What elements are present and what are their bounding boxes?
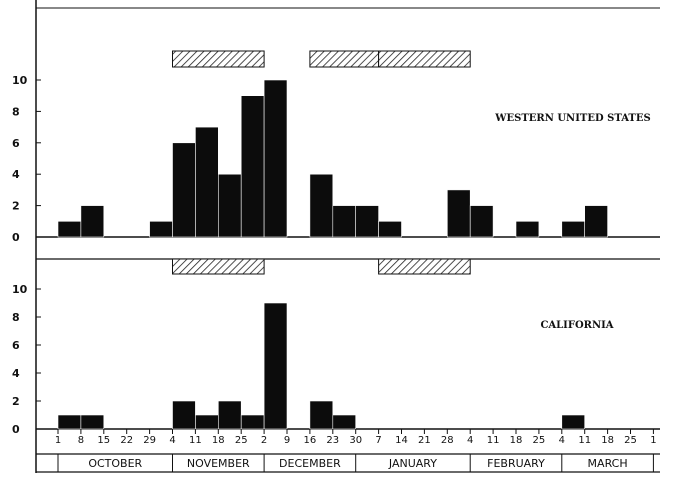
week-tick-label: 11: [487, 435, 500, 446]
week-tick-label: 21: [418, 435, 431, 446]
week-tick-label: 4: [467, 435, 473, 446]
shaded-period: [378, 258, 471, 275]
shaded-period: [378, 50, 471, 68]
bar: [561, 414, 585, 430]
week-tick-label: 1: [55, 435, 61, 446]
bar: [218, 400, 242, 430]
week-tick-label: 28: [441, 435, 454, 446]
bar: [309, 400, 334, 430]
y-tick-label: 10: [12, 283, 28, 296]
bar: [57, 221, 82, 238]
bar: [378, 221, 402, 238]
y-tick-label: 4: [12, 168, 20, 181]
bar: [446, 189, 471, 238]
month-label: OCTOBER: [88, 457, 142, 470]
week-tick-label: 11: [189, 435, 202, 446]
week-tick-label: 4: [559, 435, 565, 446]
y-tick-label: 4: [12, 367, 20, 380]
week-tick-label: 25: [624, 435, 637, 446]
week-tick-label: 30: [349, 435, 362, 446]
week-tick-label: 14: [395, 435, 408, 446]
bar: [332, 205, 356, 238]
bar: [332, 414, 356, 430]
bar: [80, 414, 105, 430]
bar: [149, 221, 173, 238]
bar: [172, 400, 196, 430]
week-tick-label: 15: [97, 435, 110, 446]
bar: [172, 142, 196, 238]
week-tick-label: 7: [375, 435, 381, 446]
bar: [263, 302, 288, 430]
bar: [584, 205, 608, 238]
week-tick-label: 18: [510, 435, 523, 446]
y-tick-label: 10: [12, 74, 28, 87]
month-label: JANUARY: [388, 457, 437, 470]
bar: [561, 221, 585, 238]
shaded-period: [172, 258, 265, 275]
week-tick-label: 8: [78, 435, 84, 446]
week-tick-label: 4: [169, 435, 175, 446]
week-tick-label: 1: [650, 435, 656, 446]
week-tick-label: 25: [235, 435, 248, 446]
bar: [240, 414, 265, 430]
month-label: FEBRUARY: [487, 457, 545, 470]
week-tick-label: 25: [533, 435, 546, 446]
bar: [80, 205, 105, 238]
shaded-period: [309, 50, 380, 68]
week-tick-label: 22: [120, 435, 133, 446]
y-tick-label: 8: [12, 105, 20, 118]
week-tick-label: 29: [143, 435, 156, 446]
week-tick-label: 9: [284, 435, 290, 446]
month-label: DECEMBER: [279, 457, 341, 470]
bar: [515, 221, 540, 238]
bar: [263, 79, 288, 238]
month-label: MARCH: [588, 457, 628, 470]
bar: [195, 414, 219, 430]
y-tick-label: 6: [12, 339, 20, 352]
month-label: NOVEMBER: [187, 457, 250, 470]
y-tick-label: 0: [12, 231, 20, 244]
bar: [195, 126, 219, 238]
bar: [218, 173, 242, 238]
week-tick-label: 18: [212, 435, 225, 446]
panel-1: 0 2 4 6 8 10 WESTERN UNITED STATES: [12, 50, 660, 244]
y-tick-label: 8: [12, 311, 20, 324]
bar: [309, 173, 334, 238]
y-tick-label: 0: [12, 423, 20, 436]
bar: [57, 414, 82, 430]
bar: [469, 205, 494, 238]
bar: [355, 205, 379, 238]
shaded-period: [172, 50, 265, 68]
week-tick-label: 23: [326, 435, 339, 446]
week-tick-label: 2: [261, 435, 267, 446]
panel-title: CALIFORNIA: [540, 320, 613, 331]
bar: [240, 95, 265, 238]
week-tick-label: 11: [578, 435, 591, 446]
y-tick-label: 2: [12, 395, 20, 408]
week-tick-label: 16: [304, 435, 317, 446]
week-tick-label: 18: [601, 435, 614, 446]
panel-title: WESTERN UNITED STATES: [494, 113, 650, 124]
y-tick-label: 2: [12, 200, 20, 213]
panel-2: 0 2 4 6 8 10 CALIFORNIA: [12, 258, 660, 436]
y-tick-label: 6: [12, 137, 20, 150]
